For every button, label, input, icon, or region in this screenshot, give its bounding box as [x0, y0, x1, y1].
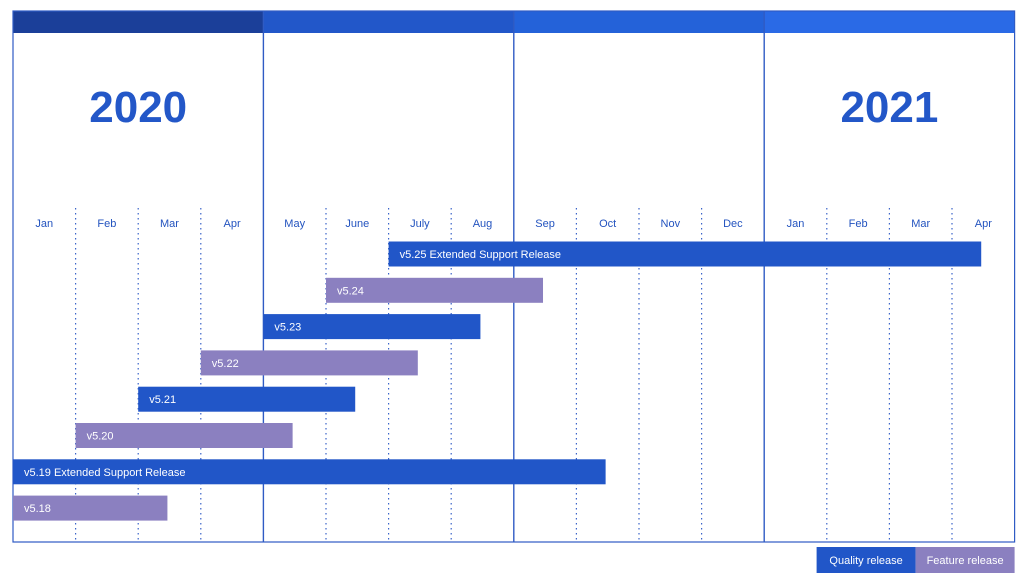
legend: Quality release Feature release	[816, 547, 1015, 573]
legend-label: Quality release	[829, 555, 902, 567]
month-label: May	[284, 218, 305, 230]
year-labels: 2020 2021	[89, 83, 938, 132]
year-label: 2020	[89, 83, 187, 132]
release-bar-rect	[326, 277, 544, 303]
release-bar-label: v5.21	[149, 394, 176, 406]
month-label: Mar	[911, 218, 930, 230]
header-band	[513, 11, 765, 33]
release-bar-label: v5.18	[24, 503, 51, 515]
release-bar-rect	[388, 241, 982, 267]
release-bar-label: v5.19 Extended Support Release	[24, 467, 185, 479]
month-label: June	[345, 218, 369, 230]
release-bar-feature: v5.20	[75, 423, 293, 448]
month-label: Feb	[849, 218, 868, 230]
legend-item-feature: Feature release	[915, 547, 1015, 573]
month-label: Oct	[599, 218, 616, 230]
header-band	[263, 11, 514, 33]
month-label: July	[410, 218, 430, 230]
month-label: Mar	[160, 218, 179, 230]
year-label: 2021	[840, 83, 938, 132]
month-label: Sep	[535, 218, 555, 230]
release-bar-feature: v5.24	[326, 277, 544, 303]
month-label: Feb	[97, 218, 116, 230]
release-bar-feature: v5.22	[200, 350, 418, 376]
header-band	[13, 11, 264, 33]
month-label: Jan	[35, 218, 53, 230]
release-bar-rect	[13, 495, 168, 521]
release-bar-rect	[75, 423, 293, 448]
month-label: Aug	[473, 218, 493, 230]
release-bar-label: v5.22	[212, 358, 239, 370]
header-band	[764, 11, 1015, 33]
month-label: Nov	[661, 218, 681, 230]
release-bar-quality: v5.25 Extended Support Release	[388, 241, 982, 267]
release-bar-rect	[263, 314, 481, 340]
legend-label: Feature release	[927, 555, 1004, 567]
release-bar-label: v5.23	[274, 322, 301, 334]
release-bar-quality: v5.21	[138, 386, 356, 412]
quarter-header-bands	[13, 11, 1015, 33]
release-bar-rect	[138, 386, 356, 412]
release-bar-label: v5.25 Extended Support Release	[400, 249, 561, 261]
chart-frame	[12, 10, 1016, 543]
release-bars: v5.25 Extended Support Release v5.24 v5.23…	[13, 241, 982, 521]
month-label: Jan	[787, 218, 805, 230]
legend-swatch	[816, 547, 916, 573]
legend-item-quality: Quality release	[816, 547, 916, 573]
release-bar-quality: v5.23	[263, 314, 481, 340]
month-label: Apr	[224, 218, 241, 230]
release-bar-rect	[200, 350, 418, 376]
release-bar-quality: v5.19 Extended Support Release	[13, 459, 606, 485]
month-label: Apr	[975, 218, 992, 230]
month-label: Dec	[723, 218, 743, 230]
month-labels: Jan Feb Mar Apr May June July Aug Sep Oct Nov Dec Ja…	[35, 218, 992, 230]
release-bar-label: v5.20	[87, 431, 114, 443]
release-bar-feature: v5.18	[13, 495, 168, 521]
legend-swatch	[915, 547, 1015, 573]
release-bar-rect	[13, 459, 606, 485]
release-bar-label: v5.24	[337, 285, 364, 297]
